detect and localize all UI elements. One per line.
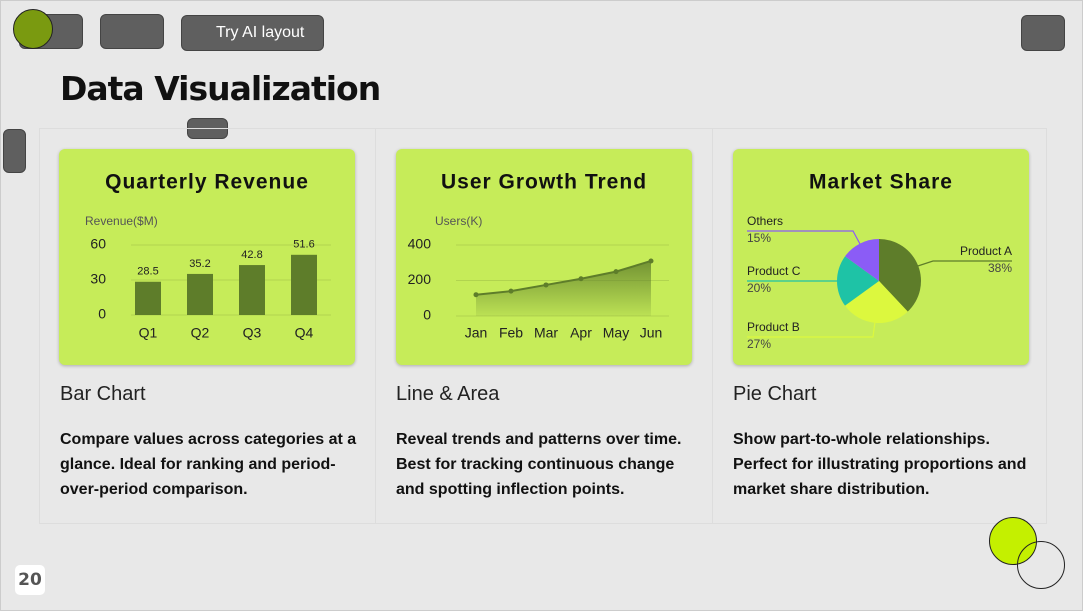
card-description: Show part-to-whole relationships. Perfec… — [733, 431, 1027, 498]
leader-line — [747, 230, 864, 250]
line — [475, 260, 652, 296]
slice-value: 20% — [747, 281, 771, 295]
x-tick-label: Jun — [640, 325, 663, 341]
column-divider — [375, 128, 376, 524]
x-tick-label: Feb — [499, 325, 523, 341]
value-label: 51.6 — [293, 239, 314, 251]
x-tick-label: Q1 — [139, 325, 158, 341]
slice-label: Product C — [747, 264, 801, 278]
card-grid — [39, 128, 1047, 524]
chart: User Growth Trend Users(K) 0 200 400 Jan Feb Ma… — [408, 171, 669, 341]
x-tick-label: Apr — [570, 325, 592, 341]
pie-slice — [879, 239, 921, 312]
slice-value: 27% — [747, 337, 771, 351]
y-tick-label: 200 — [408, 271, 432, 287]
decor-circle — [1017, 541, 1065, 589]
magic-button[interactable] — [100, 14, 164, 49]
y-tick-label: 30 — [90, 271, 106, 287]
column-divider — [712, 128, 713, 524]
x-tick-label: Q2 — [191, 325, 210, 341]
point — [473, 292, 479, 298]
y-axis-label: Users(K) — [435, 214, 482, 228]
chart-card: Market Share Product A 38% Product B 27% Prod… — [733, 149, 1029, 365]
y-tick-label: 0 — [98, 306, 106, 322]
bar — [291, 254, 317, 315]
point — [508, 288, 514, 294]
ai-layout-label: Try AI layout — [216, 24, 305, 41]
slice-label: Others — [747, 214, 783, 228]
y-tick-label: 400 — [408, 236, 432, 252]
pie-slice — [845, 239, 879, 281]
bar — [135, 281, 161, 315]
chart-card: Quarterly Revenue Revenue($M) 0 30 60 28.5 Q1 3… — [59, 149, 355, 365]
y-axis-label: Revenue($M) — [85, 214, 158, 228]
area — [476, 260, 651, 316]
y-tick-label: 0 — [423, 307, 431, 323]
slice-label: Product A — [960, 244, 1012, 258]
card-name: Bar Chart — [60, 383, 146, 405]
ai-layout-button[interactable]: Try AI layout — [181, 15, 324, 51]
point — [543, 282, 549, 288]
x-tick-label: Q3 — [243, 325, 262, 341]
theme-dot — [13, 9, 53, 49]
chart-title: Quarterly Revenue — [105, 171, 309, 194]
point — [613, 269, 619, 275]
point — [578, 276, 584, 282]
page-number: 20 — [15, 565, 45, 595]
comment-button[interactable] — [1021, 15, 1065, 51]
chart: Quarterly Revenue Revenue($M) 0 30 60 28.5 Q1 3… — [85, 171, 331, 341]
bar — [187, 273, 213, 315]
chart-card: User Growth Trend Users(K) 0 200 400 Jan Feb Ma… — [396, 149, 692, 365]
bar — [239, 265, 265, 315]
leader-line — [747, 316, 877, 338]
x-tick-label: May — [603, 325, 629, 341]
card-name: Line & Area — [396, 383, 500, 405]
chart: Market Share Product A 38% Product B 27% Prod… — [747, 171, 1012, 351]
value-label: 42.8 — [241, 249, 262, 261]
value-label: 28.5 — [137, 266, 158, 278]
pie-slice — [837, 256, 879, 306]
x-tick-label: Q4 — [295, 325, 314, 341]
slice-value: 38% — [988, 261, 1012, 275]
card-name: Pie Chart — [733, 383, 817, 405]
slice-value: 15% — [747, 231, 771, 245]
x-tick-label: Mar — [534, 325, 558, 341]
point — [648, 258, 654, 264]
card-description: Reveal trends and patterns over time. Be… — [396, 431, 682, 498]
value-label: 35.2 — [189, 258, 210, 270]
chart-title: Market Share — [809, 171, 953, 194]
card-description: Compare values across categories at a gl… — [60, 431, 357, 498]
drag-handle[interactable] — [3, 129, 26, 173]
leader-line — [912, 260, 1012, 269]
slice-label: Product B — [747, 320, 800, 334]
y-tick-label: 60 — [90, 236, 106, 252]
pie-slice — [845, 281, 908, 323]
chart-title: User Growth Trend — [441, 171, 647, 194]
page-title: Data Visualization — [60, 69, 381, 108]
x-tick-label: Jan — [465, 325, 488, 341]
